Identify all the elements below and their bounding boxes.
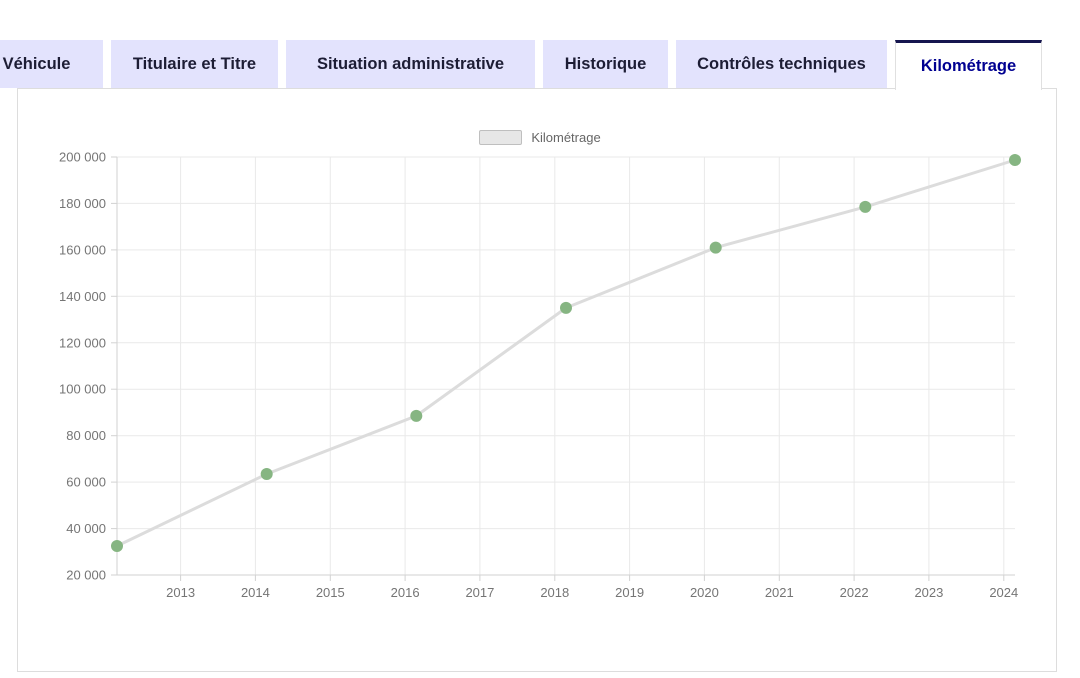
tab-titulaire-et-titre[interactable]: Titulaire et Titre [111,40,278,88]
legend-label: Kilométrage [531,129,601,145]
y-tick-label: 200 000 [59,150,106,165]
data-point[interactable] [560,301,572,314]
data-point[interactable] [709,241,722,254]
y-tick-label: 40 000 [66,521,106,536]
x-tick-label: 2019 [615,585,644,600]
line-chart-canvas[interactable]: 2013 2014 2015 2016 2017 2018 2019 2020 2021 2022… [40,125,1040,605]
x-tick-label: 2016 [391,585,420,600]
data-point[interactable] [111,540,123,552]
chart-legend[interactable]: Kilométrage [40,127,1040,147]
data-point[interactable] [859,200,872,213]
y-tick-label: 180 000 [59,196,106,211]
kilometrage-line [115,158,1017,548]
tab-bar: Véhicule Titulaire et Titre Situation ad… [0,40,1042,90]
x-tick-label: 2024 [989,585,1018,600]
x-tick-label: 2018 [540,585,569,600]
tab-historique[interactable]: Historique [543,40,668,88]
x-tick-label: 2014 [241,585,270,600]
y-tick-label: 160 000 [59,242,106,257]
x-tick-label: 2022 [840,585,869,600]
y-tick-label: 140 000 [59,289,106,304]
tab-situation-administrative[interactable]: Situation administrative [286,40,535,88]
kilometrage-panel: Kilométrage 2013 2014 2015 2016 2017 2018 2019… [17,88,1057,672]
x-tick-label: 2020 [690,585,719,600]
x-tick-label: 2017 [465,585,494,600]
legend-swatch-icon [479,129,523,145]
x-tick-label: 2021 [765,585,794,600]
x-tick-label: 2023 [914,585,943,600]
y-tick-label: 100 000 [59,382,106,397]
data-point[interactable] [260,468,273,480]
tab-vehicule[interactable]: Véhicule [0,40,103,88]
tab-controles-techniques[interactable]: Contrôles techniques [676,40,887,88]
y-tick-label: 80 000 [66,428,106,443]
x-tick-label: 2013 [166,585,195,600]
data-point[interactable] [410,409,423,422]
y-tick-label: 60 000 [66,475,106,490]
y-tick-label: 120 000 [59,335,106,350]
data-point[interactable] [1009,154,1021,166]
kilometrage-chart[interactable]: Kilométrage 2013 2014 2015 2016 2017 2018 2019… [40,125,1040,605]
tab-kilometrage[interactable]: Kilométrage [895,40,1042,90]
y-tick-label: 20 000 [66,568,106,583]
x-tick-label: 2015 [316,585,345,600]
